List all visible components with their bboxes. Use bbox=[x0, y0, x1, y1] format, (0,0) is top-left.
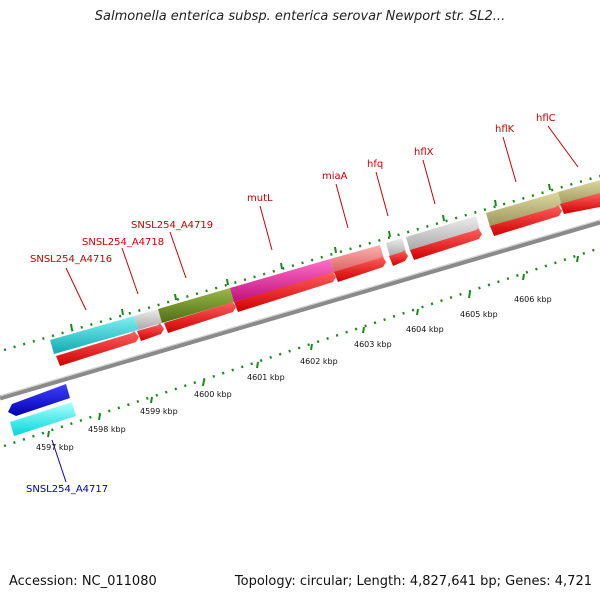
gene-label-hflC[interactable]: hflC bbox=[536, 113, 556, 124]
gene-SNSL254_A4716[interactable] bbox=[50, 316, 138, 354]
cds-arrow[interactable] bbox=[234, 271, 336, 312]
gene-hflC[interactable] bbox=[558, 180, 600, 206]
gene-label-SNSL254_A4717[interactable]: SNSL254_A4717 bbox=[26, 484, 108, 495]
map-title: Salmonella enterica subsp. enterica sero… bbox=[94, 9, 506, 24]
label-leader-reverse bbox=[51, 439, 67, 483]
tick-label: 4597 kbp bbox=[36, 443, 74, 452]
tick-label: 4598 kbp bbox=[88, 425, 126, 434]
genome-backbone bbox=[0, 219, 600, 401]
cds-arrow[interactable] bbox=[389, 250, 408, 266]
cds-arrow[interactable] bbox=[56, 331, 139, 366]
gene-label-mutL[interactable]: mutL bbox=[247, 193, 273, 204]
cds-arrow[interactable] bbox=[560, 193, 600, 214]
gene-label-SNSL254_A4716[interactable]: SNSL254_A4716 bbox=[30, 254, 112, 265]
gene-miaA[interactable] bbox=[330, 245, 384, 273]
gene-hflX[interactable] bbox=[406, 216, 480, 251]
gene-label-miaA[interactable]: miaA bbox=[322, 171, 348, 182]
tick-label: 4604 kbp bbox=[406, 325, 444, 334]
gene-SNSL254_A4718[interactable] bbox=[158, 288, 234, 323]
gene-hflK[interactable] bbox=[486, 192, 562, 227]
gene-label-hflX[interactable]: hflX bbox=[414, 147, 434, 158]
cds-arrow[interactable] bbox=[490, 205, 562, 236]
label-leaders bbox=[65, 125, 579, 311]
tick-label: 4606 kbp bbox=[514, 295, 552, 304]
inner-tick-ring bbox=[3, 246, 600, 448]
gene-label-hfq[interactable]: hfq bbox=[367, 159, 383, 170]
cds-arrow[interactable] bbox=[164, 301, 236, 333]
gene-label-SNSL254_A4718[interactable]: SNSL254_A4718 bbox=[82, 237, 164, 248]
accession-text: Accession: NC_011080 bbox=[9, 574, 157, 589]
gene-unnamed-grey-1[interactable] bbox=[134, 309, 162, 330]
tick-label: 4600 kbp bbox=[194, 390, 232, 399]
gene-reverse-blue[interactable] bbox=[8, 384, 70, 416]
genome-summary-text: Topology: circular; Length: 4,827,641 bp… bbox=[234, 574, 592, 589]
gene-SNSL254_A4717[interactable] bbox=[10, 402, 76, 436]
forward-gene-labels: SNSL254_A4716 SNSL254_A4718 SNSL254_A471… bbox=[30, 113, 556, 265]
kbp-tick-labels: 4597 kbp 4598 kbp 4599 kbp 4600 kbp 4601… bbox=[36, 295, 552, 452]
gene-label-SNSL254_A4719[interactable]: SNSL254_A4719 bbox=[131, 220, 213, 231]
forward-cds-track bbox=[56, 193, 600, 366]
forward-gene-track bbox=[50, 180, 600, 354]
tick-label: 4601 kbp bbox=[247, 373, 285, 382]
gene-mutL[interactable] bbox=[230, 259, 334, 302]
cds-arrow[interactable] bbox=[137, 323, 164, 341]
tick-label: 4605 kbp bbox=[460, 310, 498, 319]
cds-arrow[interactable] bbox=[410, 228, 482, 260]
tick-label: 4599 kbp bbox=[140, 407, 178, 416]
tick-label: 4603 kbp bbox=[354, 340, 392, 349]
reverse-gene-track bbox=[8, 384, 76, 436]
gene-hfq[interactable] bbox=[386, 238, 406, 257]
outer-tick-ring bbox=[3, 174, 600, 352]
cds-arrow[interactable] bbox=[334, 256, 386, 282]
tick-label: 4602 kbp bbox=[300, 357, 338, 366]
gene-label-hflK[interactable]: hflK bbox=[495, 124, 515, 135]
